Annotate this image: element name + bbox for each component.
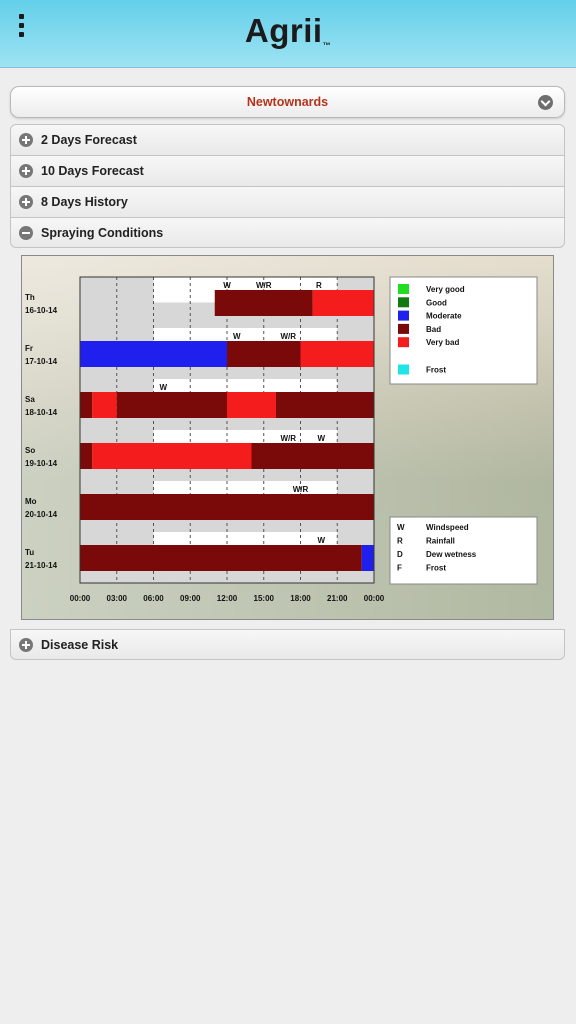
legend-swatch-good xyxy=(398,297,409,308)
flag-label: W/R xyxy=(280,332,296,341)
legend-code: W xyxy=(397,523,405,532)
date-label: 19-10-14 xyxy=(25,459,58,468)
legend-condition-label: Frost xyxy=(426,366,446,375)
collapse-minus-icon[interactable] xyxy=(19,226,33,240)
legend-condition-label: Bad xyxy=(426,325,441,334)
flag-label: R xyxy=(316,281,322,290)
chevron-down-icon[interactable] xyxy=(538,95,553,110)
date-label: 20-10-14 xyxy=(25,510,58,519)
legend-code-label: Windspeed xyxy=(426,523,469,532)
condition-bar-bad xyxy=(214,290,313,316)
brand-logo: Agrii™ xyxy=(244,12,332,50)
x-tick-label: 15:00 xyxy=(254,594,275,603)
section-2-days-forecast[interactable]: 2 Days Forecast xyxy=(10,124,565,155)
legend-condition-label: Very good xyxy=(426,285,465,294)
section-label: 8 Days History xyxy=(41,195,128,209)
expand-plus-icon[interactable] xyxy=(19,638,33,652)
legend-code-label: Dew wetness xyxy=(426,550,477,559)
section-8-days-history[interactable]: 8 Days History xyxy=(10,186,565,217)
x-tick-label: 03:00 xyxy=(107,594,128,603)
day-label: Mo xyxy=(25,497,37,506)
day-label: So xyxy=(25,446,35,455)
flag-label: W xyxy=(318,536,326,545)
location-select[interactable]: Newtownards xyxy=(10,86,565,118)
legend-code-label: Frost xyxy=(426,564,446,573)
x-tick-label: 00:00 xyxy=(70,594,91,603)
location-selected-value: Newtownards xyxy=(246,95,329,109)
section-label: 10 Days Forecast xyxy=(41,164,144,178)
date-label: 18-10-14 xyxy=(25,408,58,417)
legend-swatch-moderate xyxy=(398,310,409,321)
day-label: Tu xyxy=(25,548,34,557)
flag-label: W/R xyxy=(256,281,272,290)
condition-bar-moderate xyxy=(80,341,227,367)
section-10-days-forecast[interactable]: 10 Days Forecast xyxy=(10,155,565,186)
legend-swatch-very-good xyxy=(398,284,409,294)
x-tick-label: 21:00 xyxy=(327,594,348,603)
day-label: Fr xyxy=(25,344,33,353)
legend-swatch-frost xyxy=(398,364,409,375)
menu-icon[interactable] xyxy=(14,14,28,40)
section-label: Spraying Conditions xyxy=(41,226,164,240)
condition-bar-bad xyxy=(227,341,301,367)
legend-code: D xyxy=(397,550,403,559)
legend-condition-label: Moderate xyxy=(426,312,462,321)
expand-plus-icon[interactable] xyxy=(19,195,33,209)
condition-bar-very-bad xyxy=(92,392,117,418)
expand-plus-icon[interactable] xyxy=(19,164,33,178)
date-label: 21-10-14 xyxy=(25,561,58,570)
legend-swatch-bad xyxy=(398,323,409,334)
condition-bar-bad xyxy=(80,392,93,418)
condition-bar-bad xyxy=(276,392,374,418)
condition-bar-very-bad xyxy=(300,341,374,367)
spraying-conditions-chart: W W/R R Th 16-10-14 W W/R Fr 17-10-14 W Sa 18-10-14… xyxy=(21,255,554,620)
legend-condition-label: Very bad xyxy=(426,338,459,347)
condition-bar-bad xyxy=(80,545,362,571)
disease-accordion: Disease Risk xyxy=(10,629,565,660)
flag-label: W/R xyxy=(280,434,296,443)
condition-bar-very-bad xyxy=(92,443,252,469)
x-tick-label: 06:00 xyxy=(143,594,164,603)
flag-label: W/R xyxy=(293,485,309,494)
day-label: Th xyxy=(25,293,35,302)
legend-condition-label: Good xyxy=(426,298,447,307)
date-label: 17-10-14 xyxy=(25,357,58,366)
condition-bar-moderate xyxy=(361,545,374,571)
spraying-chart-svg: W W/R R Th 16-10-14 W W/R Fr 17-10-14 W Sa 18-10-14… xyxy=(25,276,538,603)
date-label: 16-10-14 xyxy=(25,306,58,315)
plot-border xyxy=(79,276,375,584)
condition-bar-very-bad xyxy=(312,290,374,316)
section-disease-risk[interactable]: Disease Risk xyxy=(10,629,565,660)
x-tick-label: 18:00 xyxy=(290,594,311,603)
condition-bar-bad xyxy=(80,494,374,520)
condition-bar-very-bad xyxy=(227,392,276,418)
flag-label: W xyxy=(233,332,241,341)
condition-bar-bad xyxy=(251,443,374,469)
flag-label: W xyxy=(223,281,231,290)
legend-code: R xyxy=(397,537,403,546)
section-spraying-conditions[interactable]: Spraying Conditions xyxy=(10,217,565,248)
day-label: Sa xyxy=(25,395,35,404)
expand-plus-icon[interactable] xyxy=(19,133,33,147)
flag-label: W xyxy=(318,434,326,443)
condition-bar-bad xyxy=(116,392,227,418)
app-header: Agrii™ xyxy=(0,0,576,68)
legend-code: F xyxy=(397,564,402,573)
flag-label: W xyxy=(160,383,168,392)
section-label: Disease Risk xyxy=(41,638,119,652)
condition-bar-bad xyxy=(80,443,93,469)
forecast-accordion: 2 Days Forecast 10 Days Forecast 8 Days … xyxy=(10,124,565,248)
legend-code-label: Rainfall xyxy=(426,537,455,546)
section-label: 2 Days Forecast xyxy=(41,133,137,147)
legend-conditions xyxy=(389,276,538,385)
x-tick-label: 12:00 xyxy=(217,594,238,603)
x-tick-label: 09:00 xyxy=(180,594,201,603)
legend-codes xyxy=(389,516,538,585)
legend-swatch-very-bad xyxy=(398,337,409,348)
x-tick-label: 00:00 xyxy=(364,594,385,603)
